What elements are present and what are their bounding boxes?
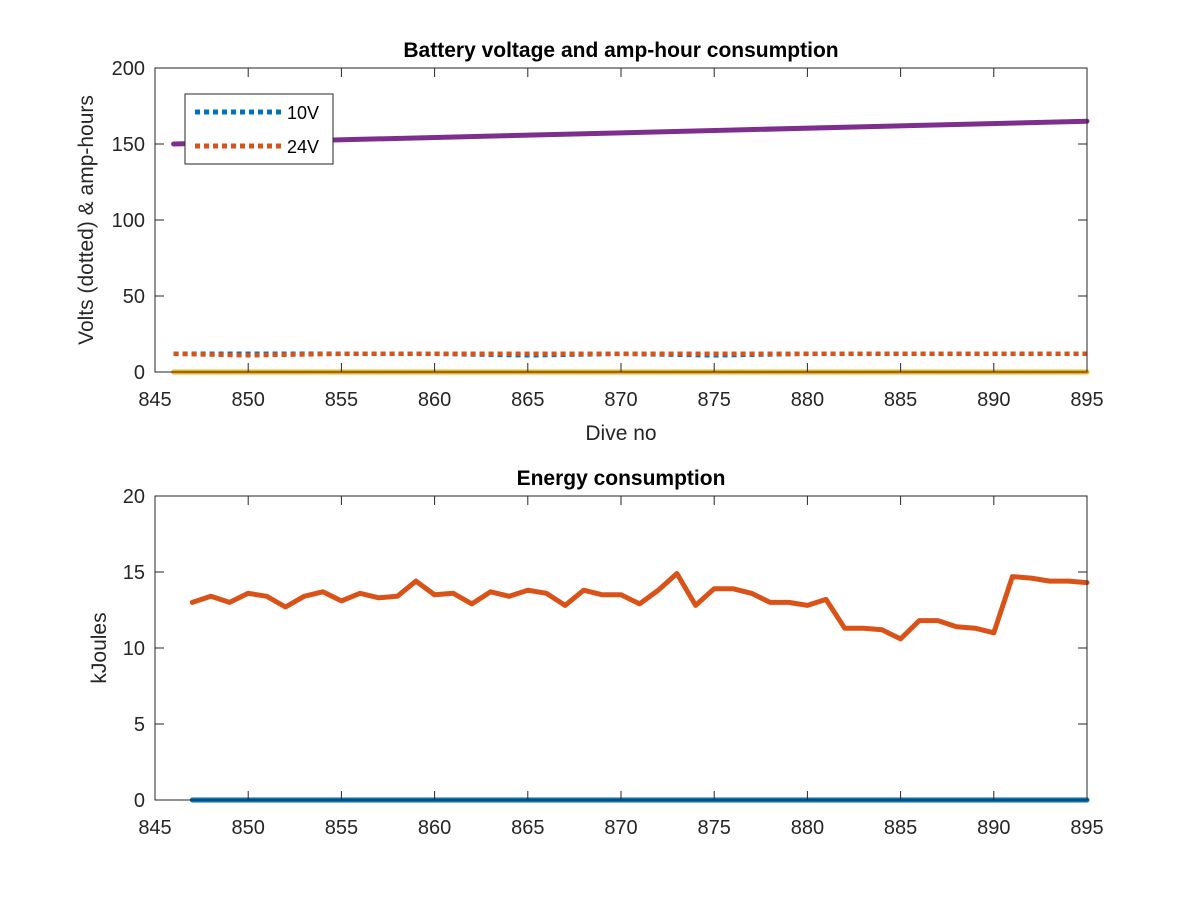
energy-x-tick-label: 870 <box>604 817 637 839</box>
energy-series-line-1 <box>189 571 1090 642</box>
voltage-x-tick-label: 890 <box>977 389 1010 411</box>
energy-y-tick-label: 15 <box>123 562 145 584</box>
energy-y-axis-label: kJoules <box>88 612 111 683</box>
energy-y-tick-label: 10 <box>123 638 145 660</box>
energy-x-tick-label: 890 <box>977 817 1010 839</box>
voltage-x-axis-label: Dive no <box>585 422 656 445</box>
energy-x-tick-label: 875 <box>698 817 731 839</box>
legend: 10V 24V <box>184 93 334 165</box>
energy-x-tick-label: 865 <box>511 817 544 839</box>
voltage-y-tick-label: 200 <box>112 58 145 80</box>
legend-box <box>184 93 334 165</box>
legend-label-24v: 24V <box>287 137 319 157</box>
energy-x-tick-label: 880 <box>791 817 824 839</box>
energy-y-tick-label: 5 <box>134 714 145 736</box>
energy-x-tick-label: 885 <box>884 817 917 839</box>
voltage-x-tick-label: 895 <box>1070 389 1103 411</box>
voltage-y-axis-label: Volts (dotted) & amp-hours <box>75 95 98 345</box>
voltage-x-tick-label: 865 <box>511 389 544 411</box>
voltage-x-tick-label: 875 <box>698 389 731 411</box>
energy-chart-title: Energy consumption <box>517 467 726 490</box>
voltage-x-tick-label: 885 <box>884 389 917 411</box>
voltage-ticks: 845 850 855 860 865 870 875 880 885 890 895 0 50 100 1… <box>112 58 1104 411</box>
energy-y-tick-label: 20 <box>123 486 145 508</box>
energy-x-tick-label: 850 <box>232 817 265 839</box>
voltage-x-tick-label: 845 <box>138 389 171 411</box>
voltage-x-tick-label: 855 <box>325 389 358 411</box>
energy-x-tick-label: 860 <box>418 817 451 839</box>
voltage-series-line-1 <box>173 351 1087 358</box>
energy-x-tick-label: 855 <box>325 817 358 839</box>
legend-label-10v: 10V <box>287 103 319 123</box>
voltage-x-tick-label: 860 <box>418 389 451 411</box>
voltage-y-tick-label: 150 <box>112 134 145 156</box>
energy-ticks: 845 850 855 860 865 870 875 880 885 890 895 0 5 10 15 2… <box>123 486 1104 839</box>
voltage-x-tick-label: 870 <box>604 389 637 411</box>
energy-x-tick-label: 895 <box>1070 817 1103 839</box>
voltage-x-tick-label: 880 <box>791 389 824 411</box>
voltage-chart-title: Battery voltage and amp-hour consumption <box>403 39 838 62</box>
energy-y-tick-label: 0 <box>134 790 145 812</box>
voltage-chart: 845 850 855 860 865 870 875 880 885 890 895 0 50 100 1… <box>75 39 1104 445</box>
voltage-y-tick-label: 50 <box>123 286 145 308</box>
voltage-y-tick-label: 0 <box>134 362 145 384</box>
voltage-x-tick-label: 850 <box>232 389 265 411</box>
energy-chart: 845 850 855 860 865 870 875 880 885 890 895 0 5 10 15 2… <box>88 467 1104 839</box>
voltage-y-tick-label: 100 <box>112 210 145 232</box>
energy-x-tick-label: 845 <box>138 817 171 839</box>
